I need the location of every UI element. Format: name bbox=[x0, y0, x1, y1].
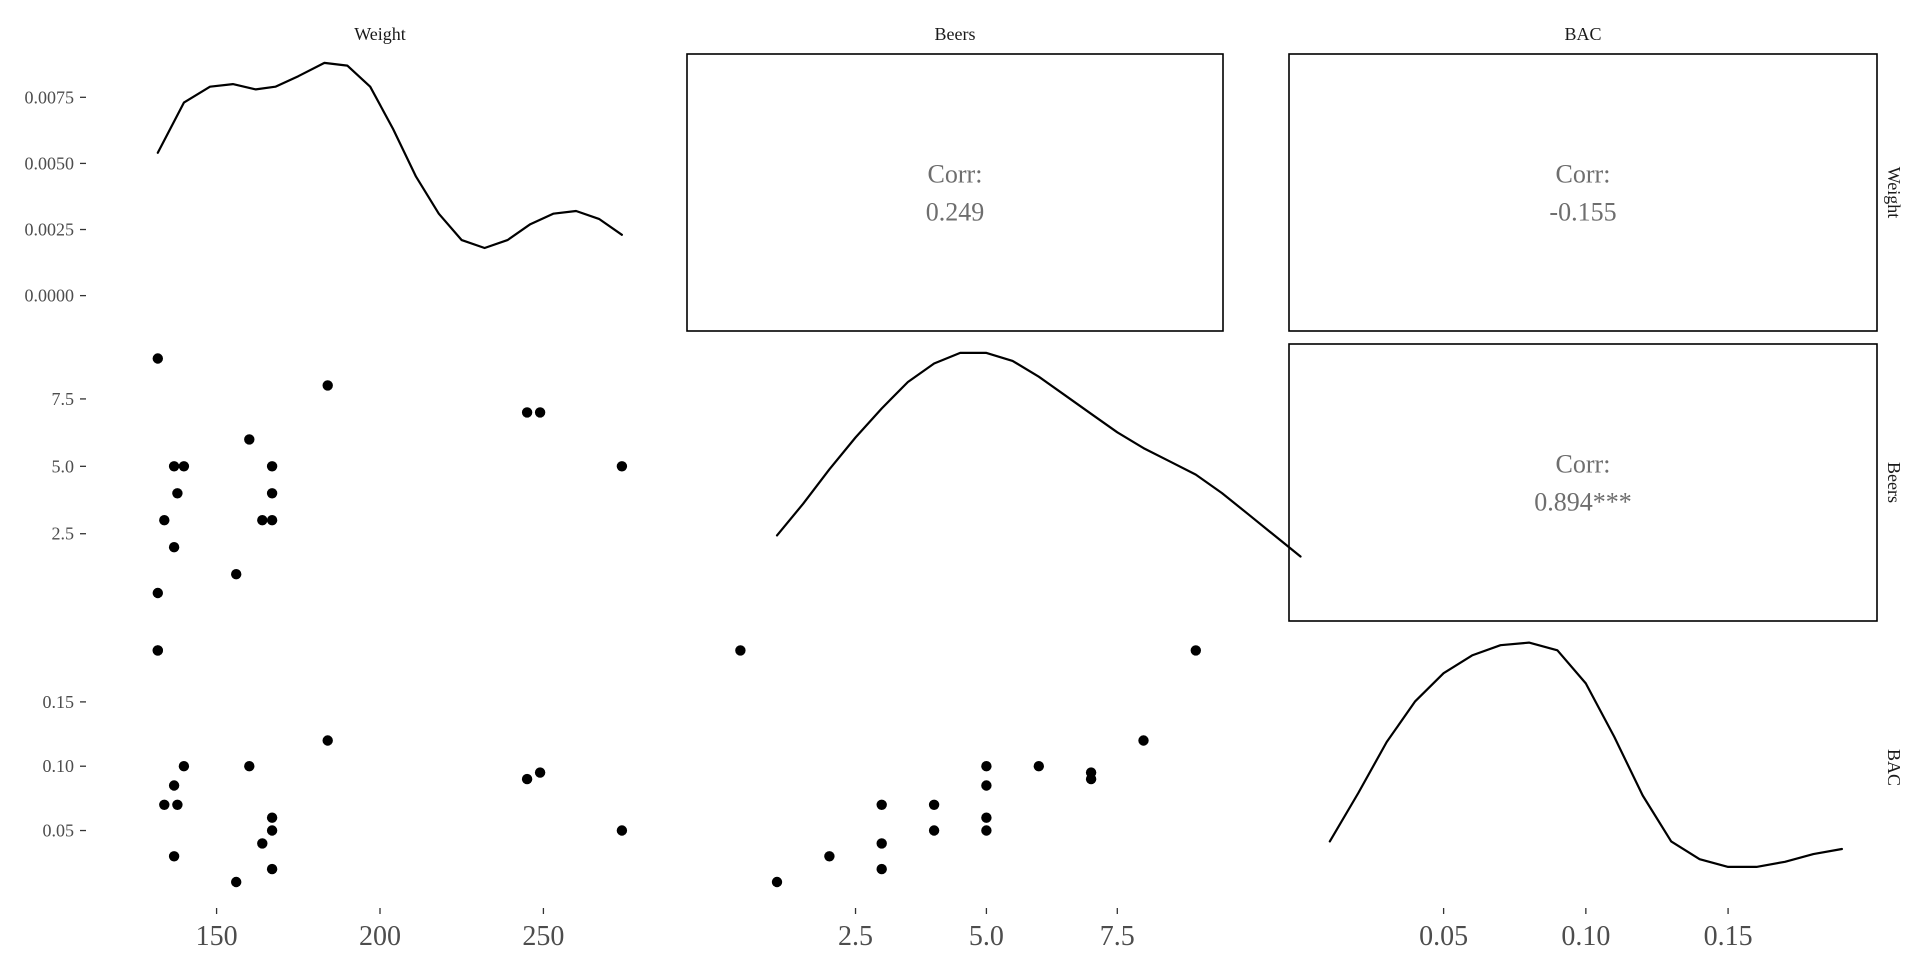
scatter-point-beers-vs-weight bbox=[534, 407, 546, 418]
scatter-point-bac-vs-weight bbox=[257, 838, 268, 849]
scatter-point-beers-vs-weight bbox=[322, 380, 333, 391]
scatter-point-bac-vs-weight bbox=[168, 851, 180, 862]
scatter-point-beers-vs-weight bbox=[152, 587, 163, 599]
row-strip-label-bac: BAC bbox=[1884, 749, 1904, 786]
scatter-point-beers-vs-weight bbox=[257, 515, 268, 526]
scatter-point-beers-vs-weight bbox=[266, 488, 278, 499]
scatter-point-bac-vs-weight bbox=[168, 780, 180, 791]
scatter-point-bac-vs-beers bbox=[981, 812, 992, 823]
row-strip-label-beers: Beers bbox=[1884, 462, 1904, 503]
row-strip-label-weight: Weight bbox=[1884, 167, 1904, 219]
corr-label: Corr: bbox=[1556, 450, 1611, 479]
y-tick-label: 0.05 bbox=[43, 821, 75, 841]
column-strip-label-bac: BAC bbox=[1564, 24, 1601, 44]
corr-value: 0.894*** bbox=[1534, 488, 1632, 517]
scatter-point-bac-vs-weight bbox=[266, 863, 278, 875]
scatter-point-bac-vs-weight bbox=[322, 735, 333, 746]
scatter-point-bac-vs-weight bbox=[521, 773, 533, 785]
corr-label: Corr: bbox=[928, 160, 983, 189]
scatter-point-bac-vs-beers bbox=[735, 645, 746, 656]
scatter-point-beers-vs-weight bbox=[168, 542, 180, 553]
scatter-point-bac-vs-weight bbox=[616, 825, 628, 836]
corr-value: 0.249 bbox=[926, 198, 985, 227]
scatter-point-bac-vs-weight bbox=[159, 799, 170, 810]
x-tick-label: 2.5 bbox=[838, 921, 873, 952]
y-tick-label: 0.0025 bbox=[25, 220, 75, 240]
scatter-point-beers-vs-weight bbox=[152, 353, 163, 364]
scatter-point-bac-vs-beers bbox=[928, 799, 940, 810]
corr-label: Corr: bbox=[1556, 160, 1611, 189]
y-tick-label: 0.0050 bbox=[25, 153, 75, 173]
column-strip-label-beers: Beers bbox=[935, 24, 976, 44]
column-strip-label-weight: Weight bbox=[354, 24, 406, 44]
y-tick-label: 0.10 bbox=[43, 756, 75, 776]
x-tick-label: 0.15 bbox=[1704, 921, 1753, 952]
scatter-point-bac-vs-beers bbox=[876, 799, 887, 810]
scatter-point-bac-vs-weight bbox=[152, 645, 163, 656]
x-tick-label: 250 bbox=[522, 921, 564, 952]
scatter-point-bac-vs-beers bbox=[824, 851, 835, 862]
y-tick-label: 0.0075 bbox=[25, 87, 75, 107]
density-curve-bac bbox=[1328, 641, 1843, 868]
x-tick-label: 0.10 bbox=[1561, 921, 1610, 952]
scatter-point-bac-vs-beers bbox=[1190, 645, 1202, 656]
scatter-point-beers-vs-weight bbox=[266, 515, 278, 526]
scatter-point-bac-vs-beers bbox=[928, 825, 940, 836]
x-tick-label: 200 bbox=[359, 921, 401, 952]
scatter-point-beers-vs-weight bbox=[244, 434, 255, 445]
y-tick-label: 7.5 bbox=[52, 389, 75, 409]
scatter-point-bac-vs-weight bbox=[172, 799, 183, 810]
y-tick-label: 0.15 bbox=[43, 692, 75, 712]
scatter-point-bac-vs-weight bbox=[266, 812, 278, 823]
scatter-point-beers-vs-weight bbox=[178, 461, 190, 472]
density-curve-beers bbox=[775, 351, 1302, 558]
density-curve-weight bbox=[156, 61, 623, 250]
scatter-point-bac-vs-beers bbox=[771, 876, 783, 888]
scatter-point-bac-vs-weight bbox=[534, 767, 546, 778]
scatter-point-beers-vs-weight bbox=[159, 515, 170, 526]
scatter-point-bac-vs-beers bbox=[1085, 767, 1097, 778]
x-tick-label: 150 bbox=[196, 921, 238, 952]
scatter-point-bac-vs-beers bbox=[981, 825, 992, 836]
scatter-point-bac-vs-beers bbox=[1138, 735, 1149, 746]
scatter-point-bac-vs-weight bbox=[178, 761, 190, 772]
scatter-point-bac-vs-weight bbox=[266, 825, 278, 836]
corr-panel-weight-beers bbox=[686, 53, 1224, 332]
scatter-point-bac-vs-beers bbox=[876, 863, 887, 875]
y-tick-label: 2.5 bbox=[52, 524, 75, 544]
y-tick-label: 5.0 bbox=[52, 456, 75, 476]
x-tick-label: 5.0 bbox=[969, 921, 1004, 952]
scatter-point-bac-vs-weight bbox=[244, 761, 255, 772]
corr-panel-beers-bac bbox=[1288, 343, 1878, 622]
corr-value: -0.155 bbox=[1549, 198, 1616, 227]
x-tick-label: 7.5 bbox=[1100, 921, 1135, 952]
scatter-point-beers-vs-weight bbox=[616, 461, 628, 472]
scatter-point-beers-vs-weight bbox=[521, 407, 533, 418]
scatter-point-bac-vs-beers bbox=[981, 761, 992, 772]
scatter-point-bac-vs-beers bbox=[1033, 761, 1045, 772]
scatter-point-bac-vs-beers bbox=[876, 838, 887, 849]
scatter-point-bac-vs-weight bbox=[231, 876, 242, 888]
y-tick-label: 0.0000 bbox=[25, 286, 75, 306]
scatter-point-bac-vs-beers bbox=[981, 780, 992, 791]
scatter-point-beers-vs-weight bbox=[172, 488, 183, 499]
scatter-point-beers-vs-weight bbox=[231, 569, 242, 580]
scatter-point-beers-vs-weight bbox=[168, 461, 180, 472]
x-tick-label: 0.05 bbox=[1419, 921, 1468, 952]
corr-panel-weight-bac bbox=[1288, 53, 1878, 332]
scatter-point-beers-vs-weight bbox=[266, 461, 278, 472]
